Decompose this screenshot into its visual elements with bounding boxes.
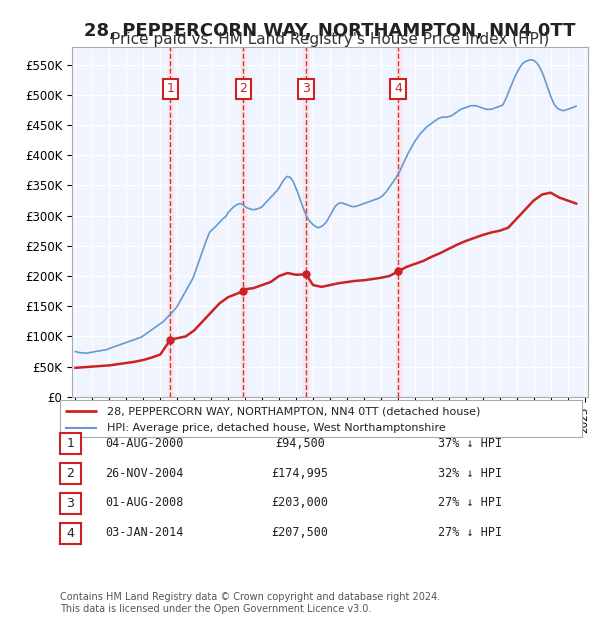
- Text: 27% ↓ HPI: 27% ↓ HPI: [438, 497, 502, 509]
- Text: 27% ↓ HPI: 27% ↓ HPI: [438, 526, 502, 539]
- Text: 2: 2: [239, 82, 247, 95]
- Text: 3: 3: [67, 497, 74, 510]
- Text: £207,500: £207,500: [271, 526, 329, 539]
- Text: 03-JAN-2014: 03-JAN-2014: [105, 526, 184, 539]
- Text: 26-NOV-2004: 26-NOV-2004: [105, 467, 184, 479]
- Bar: [241, 46, 246, 397]
- Text: 04-AUG-2000: 04-AUG-2000: [105, 437, 184, 450]
- Bar: [168, 46, 173, 397]
- Text: 1: 1: [166, 82, 174, 95]
- Text: 28, PEPPERCORN WAY, NORTHAMPTON, NN4 0TT (detached house): 28, PEPPERCORN WAY, NORTHAMPTON, NN4 0TT…: [107, 406, 481, 416]
- Bar: [304, 46, 308, 397]
- Text: 1: 1: [67, 438, 74, 450]
- Text: 32% ↓ HPI: 32% ↓ HPI: [438, 467, 502, 479]
- Text: £94,500: £94,500: [275, 437, 325, 450]
- Text: HPI: Average price, detached house, West Northamptonshire: HPI: Average price, detached house, West…: [107, 423, 446, 433]
- Text: Price paid vs. HM Land Registry's House Price Index (HPI): Price paid vs. HM Land Registry's House …: [111, 32, 549, 47]
- Text: £174,995: £174,995: [271, 467, 329, 479]
- Text: 3: 3: [302, 82, 310, 95]
- Bar: [395, 46, 401, 397]
- Text: 28, PEPPERCORN WAY, NORTHAMPTON, NN4 0TT: 28, PEPPERCORN WAY, NORTHAMPTON, NN4 0TT: [84, 22, 576, 40]
- Text: Contains HM Land Registry data © Crown copyright and database right 2024.
This d: Contains HM Land Registry data © Crown c…: [60, 592, 440, 614]
- Text: 4: 4: [394, 82, 402, 95]
- Text: £203,000: £203,000: [271, 497, 329, 509]
- Text: 4: 4: [67, 527, 74, 539]
- Text: 2: 2: [67, 467, 74, 480]
- Text: 37% ↓ HPI: 37% ↓ HPI: [438, 437, 502, 450]
- Text: 01-AUG-2008: 01-AUG-2008: [105, 497, 184, 509]
